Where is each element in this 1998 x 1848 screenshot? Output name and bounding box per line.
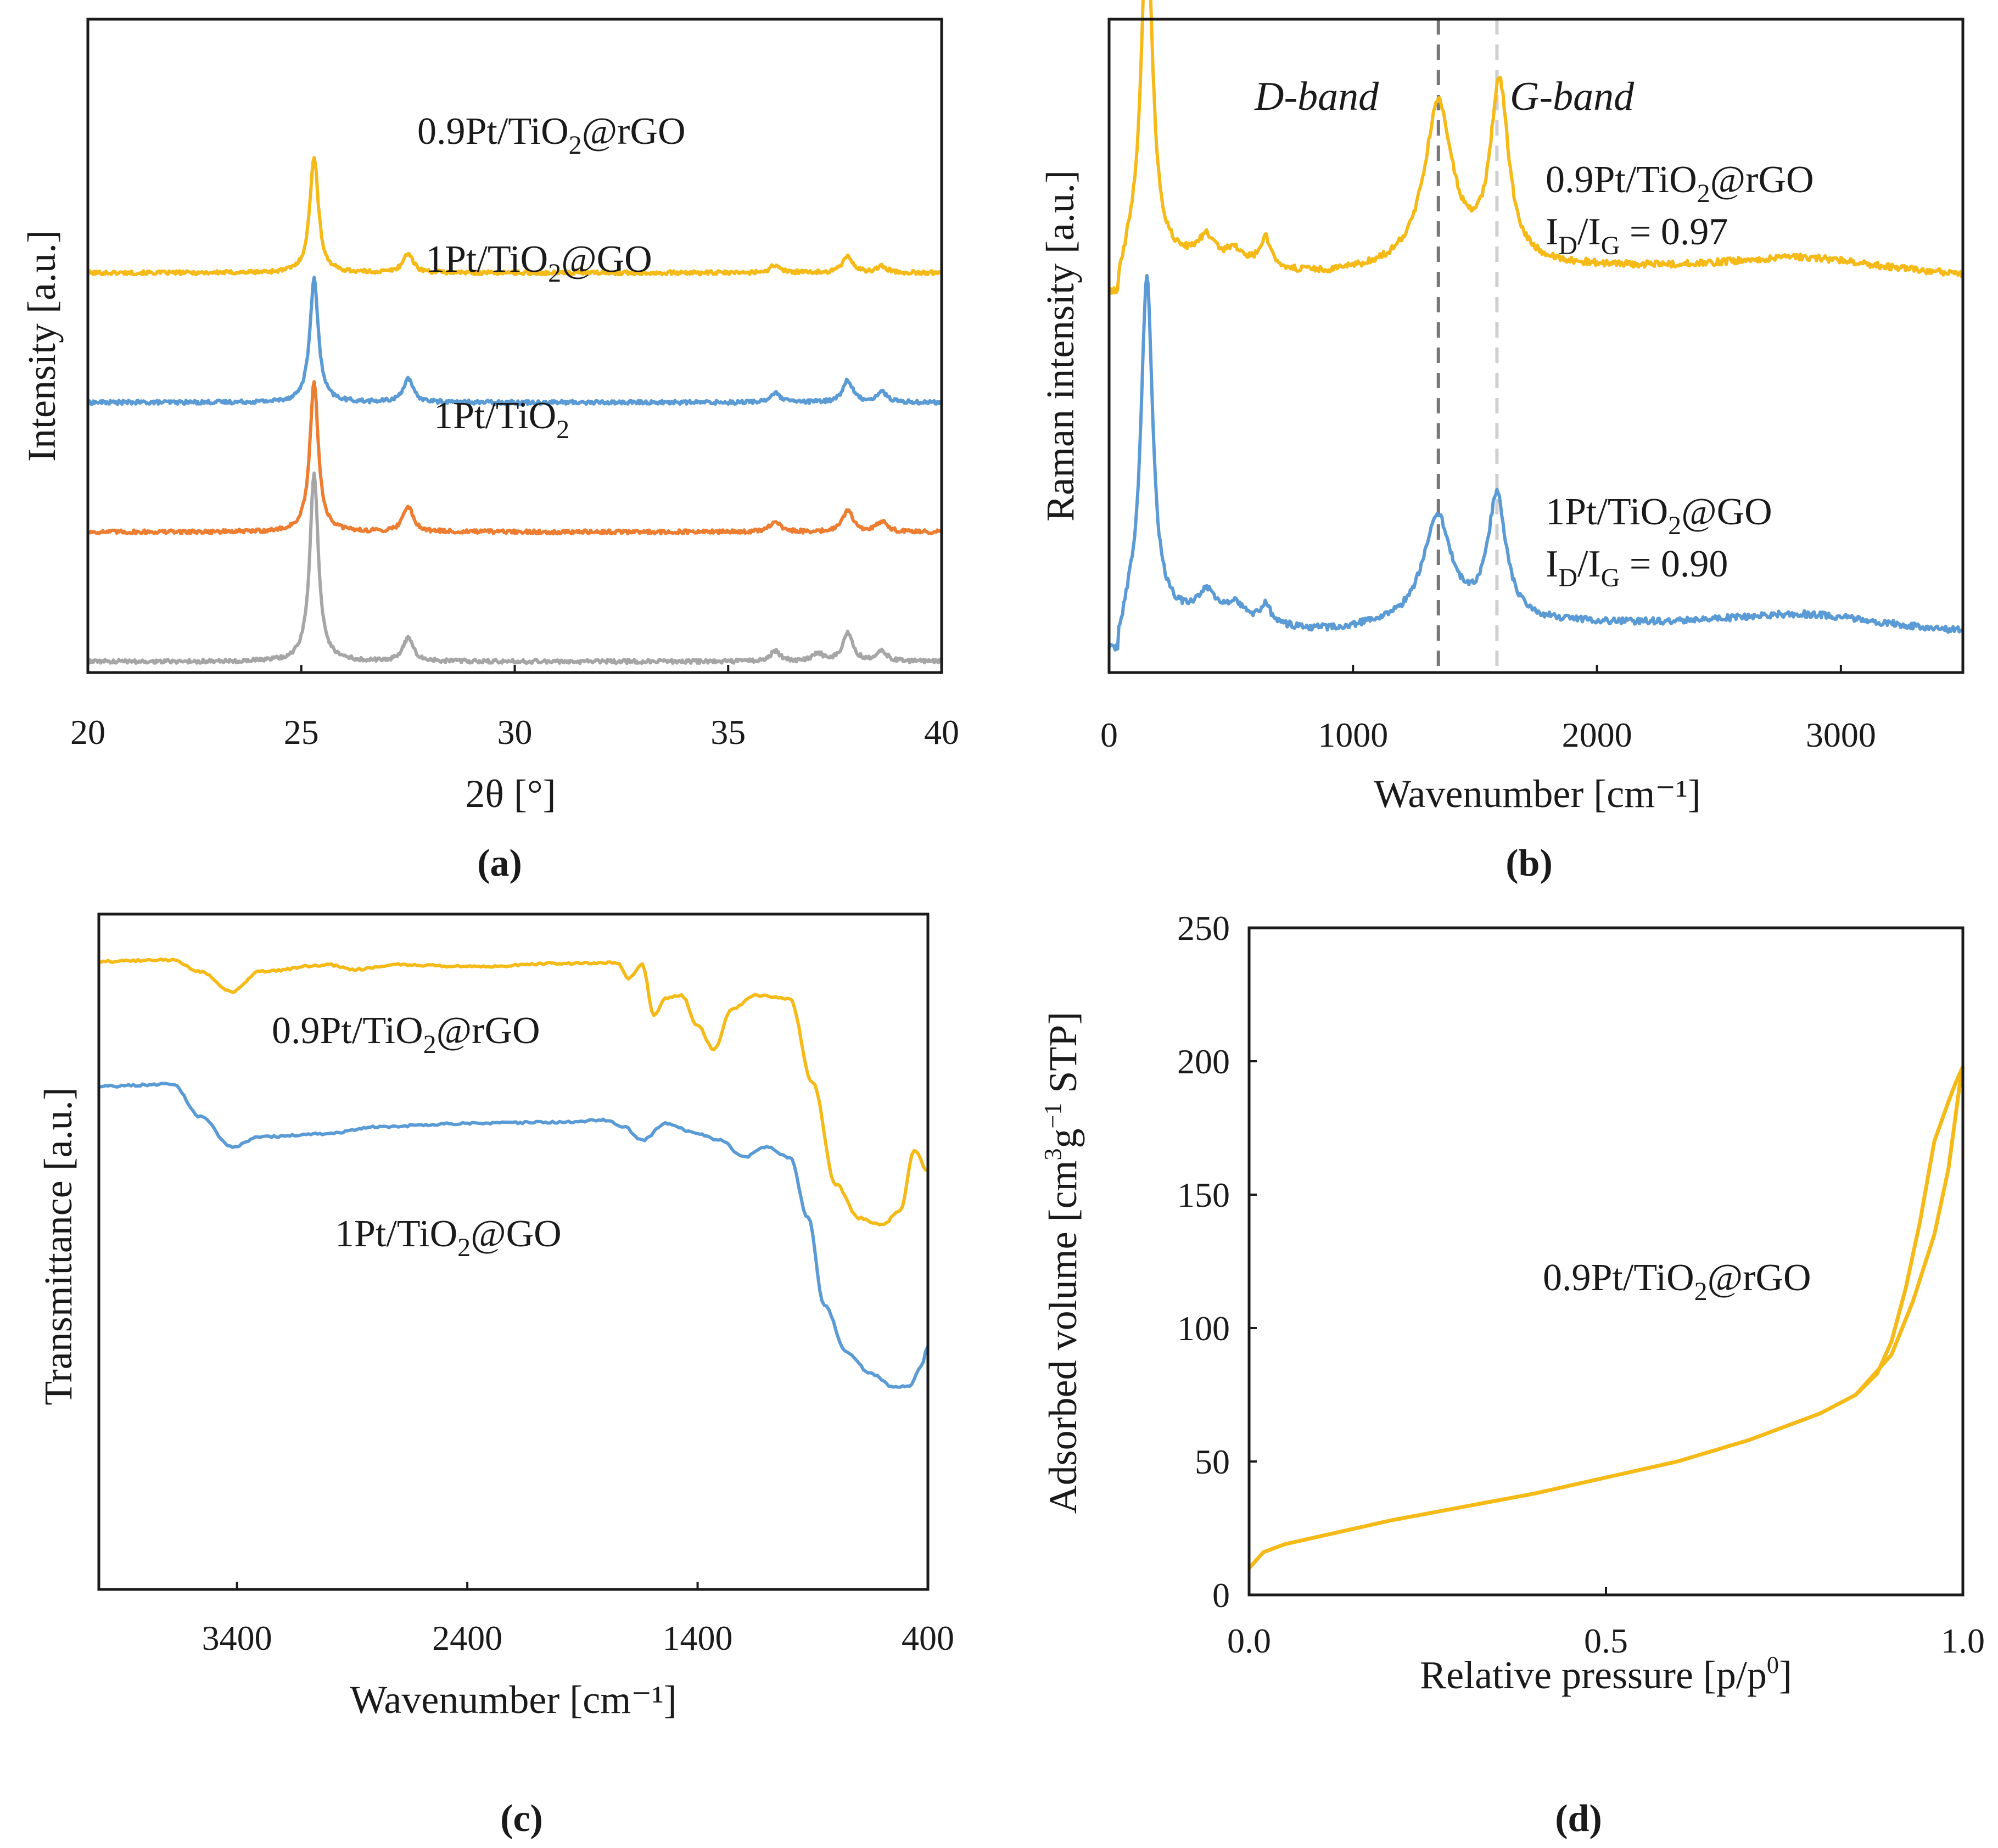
panel-d-y-tick-label-4: 200 <box>1177 1042 1230 1081</box>
panel-c-caption: (c) <box>500 1797 543 1840</box>
panel-c-legend-label-1: 1Pt/TiO2@GO <box>335 1213 562 1262</box>
panel-a-x-tick-label-2: 30 <box>497 713 533 752</box>
panel-b-caption: (b) <box>1506 842 1553 884</box>
panel-c-x-tick-label-2: 1400 <box>663 1619 733 1657</box>
panel-b-x-tick-label-2: 2000 <box>1562 715 1632 754</box>
panel-a-series-line-0 <box>87 156 943 277</box>
panel-c-x-tick-label-1: 2400 <box>432 1619 502 1657</box>
panel-d-x-axis-label: Relative pressure [p/p0] <box>1420 1651 1792 1697</box>
panel-a-x-tick-label-4: 40 <box>924 713 959 752</box>
panel-b-x-tick-label-1: 1000 <box>1318 715 1388 754</box>
panel-c: 3400 2400 1400 400 Wavenumber [cm⁻¹] Transm… <box>36 912 954 1840</box>
panel-d-y-tick-label-0: 0 <box>1212 1576 1230 1615</box>
panel-d-y-axis-label: Adsorbed volume [cm3g−1 STP] <box>1039 1012 1085 1514</box>
panel-c-legend-label-0: 0.9Pt/TiO2@rGO <box>272 1010 540 1059</box>
panel-d: 0.0 0.5 1.0 0 50 100 150 200 250 Relative press… <box>1039 909 1985 1840</box>
panel-b-series-line-0 <box>1108 0 1963 295</box>
panel-d-y-tick-label-2: 100 <box>1177 1309 1230 1348</box>
panel-c-series-line-0 <box>98 957 928 1227</box>
panel-c-x-axis-label: Wavenumber [cm⁻¹] <box>350 1678 677 1722</box>
panel-a-series-line-2 <box>87 380 943 536</box>
panel-b-d-band-label: D-band <box>1254 74 1379 119</box>
panel-a-x-tick-label-1: 25 <box>284 713 319 752</box>
panel-a-legend-label-1: 1Pt/TiO2@GO <box>426 238 652 288</box>
panel-d-y-tick-label-5: 250 <box>1177 909 1230 948</box>
panel-b-legend-label-1: 1Pt/TiO2@GO <box>1546 491 1772 540</box>
panel-d-caption: (d) <box>1555 1797 1602 1840</box>
panel-c-series <box>98 957 930 1389</box>
panel-a-series-line-1 <box>86 276 943 406</box>
panel-b-legend-label-0: 0.9Pt/TiO2@rGO <box>1546 159 1814 208</box>
panel-d-legend-label-0: 0.9Pt/TiO2@rGO <box>1543 1257 1811 1306</box>
panel-c-x-ticks: 3400 2400 1400 400 <box>202 1582 954 1657</box>
panel-b-plot-frame <box>1107 18 1965 674</box>
panel-d-x-tick-label-1: 0.5 <box>1584 1621 1628 1660</box>
panel-b-x-tick-label-3: 3000 <box>1806 715 1876 754</box>
panel-b-g-band-label: G-band <box>1510 74 1635 119</box>
panel-a-x-tick-label-3: 35 <box>710 713 746 752</box>
panel-a-caption: (a) <box>477 842 522 884</box>
panel-d-x-ticks: 0.0 0.5 1.0 <box>1227 1587 1985 1660</box>
panel-a-x-ticks: 20 25 30 35 40 <box>70 665 959 752</box>
panel-b-x-tick-label-0: 0 <box>1100 715 1118 754</box>
panel-d-y-ticks: 0 50 100 150 200 250 <box>1177 909 1257 1615</box>
panel-d-x-tick-label-2: 1.0 <box>1941 1621 1985 1660</box>
panel-b-band-lines <box>1436 19 1499 673</box>
panel-b: 0 1000 2000 3000 Wavenumber [cm⁻¹] Raman in… <box>1038 0 1965 884</box>
panel-c-series-line-1 <box>98 1082 930 1389</box>
panel-b-series <box>1107 0 1965 652</box>
panel-c-x-tick-label-0: 3400 <box>202 1619 272 1657</box>
panel-d-y-tick-label-1: 50 <box>1195 1442 1230 1481</box>
panel-c-x-tick-label-3: 400 <box>902 1619 954 1657</box>
panel-c-y-axis-label: Transmittance [a.u.] <box>36 1087 80 1405</box>
panel-d-adsorption-line <box>1247 1066 1965 1570</box>
panel-d-x-tick-label-0: 0.0 <box>1227 1621 1271 1660</box>
panel-b-series-line-1 <box>1107 274 1965 652</box>
panel-b-x-axis-label: Wavenumber [cm⁻¹] <box>1374 772 1701 816</box>
panel-a-x-axis-label: 2θ [°] <box>465 772 556 816</box>
panel-a-x-tick-label-0: 20 <box>70 713 105 752</box>
panel-a-y-axis-label: Intensity [a.u.] <box>20 230 64 462</box>
panel-a: 20 25 30 35 40 2θ [°] Intensity [a.u.] 0.9Pt… <box>20 18 959 884</box>
panel-b-ratio-label-1: ID/IG = 0.90 <box>1546 543 1728 592</box>
panel-a-legend-label-0: 0.9Pt/TiO2@rGO <box>417 110 686 160</box>
panel-d-series <box>1247 1066 1965 1570</box>
panel-a-series-line-3 <box>87 471 943 665</box>
panel-b-x-ticks: 0 1000 2000 3000 <box>1100 665 1876 754</box>
panel-a-series <box>86 156 943 665</box>
panel-d-desorption-line <box>1854 1066 1965 1396</box>
panel-b-y-axis-label: Raman intensity [a.u.] <box>1038 170 1082 522</box>
panel-c-plot-frame <box>97 912 930 1591</box>
panel-d-y-tick-label-3: 150 <box>1177 1175 1230 1214</box>
panel-a-legend-label-2: 1Pt/TiO2 <box>434 395 569 444</box>
